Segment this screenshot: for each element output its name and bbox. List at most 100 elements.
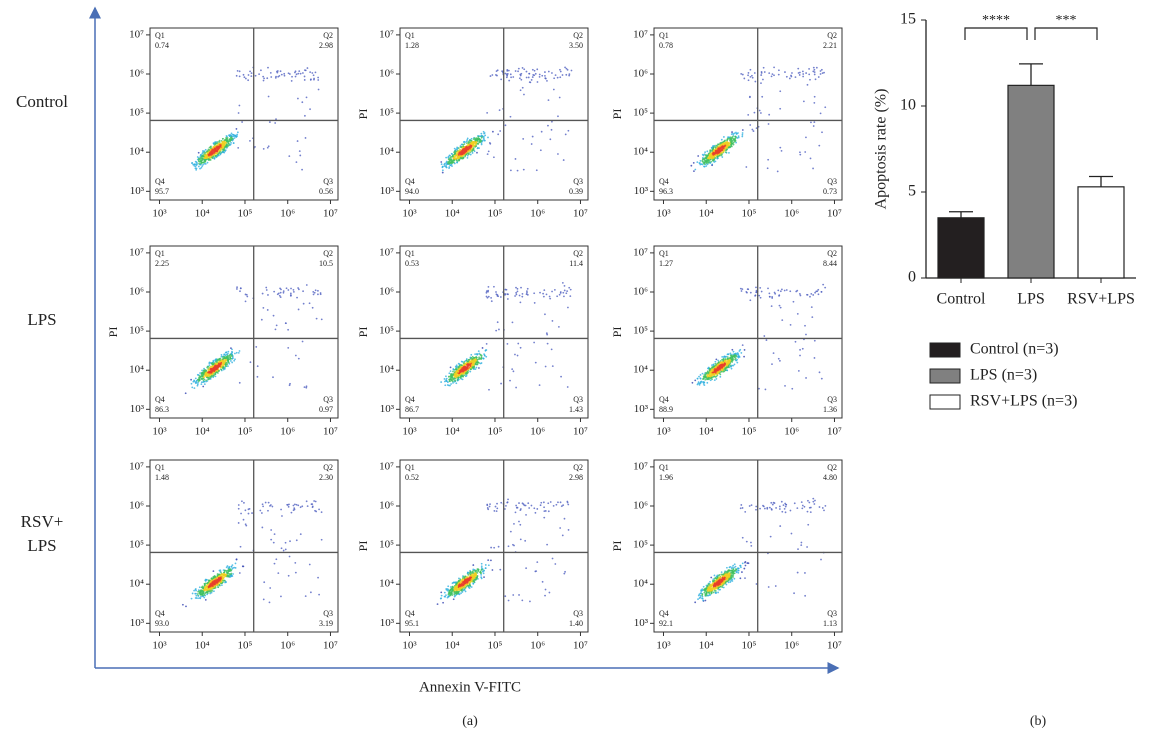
event-dot <box>722 136 725 138</box>
x-tick-label: 10⁵ <box>742 426 757 438</box>
event-dot <box>456 161 458 164</box>
event-dot <box>208 156 211 159</box>
event-dot <box>739 287 742 290</box>
event-dot <box>207 581 209 584</box>
event-dot <box>203 367 205 370</box>
event-dot <box>533 69 536 72</box>
event-dot <box>495 293 498 296</box>
event-dot <box>477 142 479 145</box>
quadrant-name: Q3 <box>323 395 333 404</box>
event-dot <box>221 358 224 361</box>
event-dot <box>196 384 199 387</box>
event-dot <box>817 288 820 291</box>
event-dot <box>734 138 736 141</box>
x-tick-label: 10⁷ <box>323 426 338 438</box>
event-dot <box>485 295 488 298</box>
event-dot <box>224 573 226 576</box>
event-dot <box>244 523 247 526</box>
event-dot <box>191 592 194 595</box>
quadrant-name: Q4 <box>405 395 415 404</box>
event-dot <box>223 362 225 365</box>
event-dot <box>504 508 506 510</box>
event-dot <box>534 361 537 364</box>
event-dot <box>445 594 447 597</box>
event-dot <box>798 74 801 76</box>
event-dot <box>208 364 211 367</box>
event-dot <box>226 135 228 138</box>
event-dot <box>818 144 821 147</box>
event-dot <box>698 375 700 378</box>
event-dot <box>231 567 234 570</box>
event-dot <box>231 350 233 353</box>
event-dot <box>217 141 220 143</box>
event-dot <box>449 154 451 157</box>
event-dot <box>212 577 215 580</box>
event-dot <box>465 370 467 373</box>
event-dot <box>204 148 207 151</box>
event-dot <box>704 160 707 162</box>
x-tick-label: 10³ <box>656 426 671 438</box>
event-dot <box>304 137 307 139</box>
event-dot <box>542 501 545 504</box>
event-dot <box>280 508 282 511</box>
event-dot <box>204 374 207 377</box>
event-dot <box>525 70 528 73</box>
y-tick-label: 10⁷ <box>379 246 394 258</box>
event-dot <box>733 132 736 135</box>
event-dot <box>459 366 462 368</box>
quadrant-value: 96.3 <box>659 187 673 196</box>
x-tick-label: 10³ <box>402 426 417 438</box>
event-dot <box>517 342 520 345</box>
event-dot <box>707 161 710 164</box>
event-dot <box>809 78 811 81</box>
event-dot <box>218 149 221 152</box>
event-dot <box>211 373 213 375</box>
event-dot <box>799 348 801 351</box>
event-dot <box>544 77 547 80</box>
event-dot <box>463 374 466 377</box>
event-dot <box>484 349 487 352</box>
event-dot <box>309 591 312 594</box>
quadrant-value: 8.44 <box>823 259 837 268</box>
event-dot <box>219 577 222 580</box>
event-dot <box>214 142 217 145</box>
event-dot <box>707 156 710 159</box>
event-dot <box>505 73 508 76</box>
event-dot <box>818 371 821 374</box>
event-dot <box>736 137 739 139</box>
event-dot <box>504 72 507 75</box>
y-tick-label: 10⁵ <box>129 539 144 551</box>
plot-frame <box>149 245 339 419</box>
event-dot <box>234 562 237 565</box>
event-dot <box>754 294 757 297</box>
event-dot <box>552 88 555 91</box>
event-dot <box>461 149 464 151</box>
event-dot <box>212 570 215 573</box>
event-dot <box>287 289 290 291</box>
event-dot <box>287 328 290 331</box>
event-dot <box>449 370 452 373</box>
event-dot <box>723 370 726 373</box>
event-dot <box>481 347 484 349</box>
event-dot <box>449 164 452 167</box>
event-dot <box>716 157 719 160</box>
event-dot <box>714 360 717 363</box>
event-dot <box>538 75 541 78</box>
event-dot <box>312 290 315 293</box>
event-dot <box>696 161 699 164</box>
event-dot <box>267 95 270 98</box>
event-dot <box>311 72 314 74</box>
event-dot <box>203 383 206 386</box>
event-dot <box>471 149 474 151</box>
event-dot <box>275 118 277 120</box>
event-dot <box>469 151 471 154</box>
event-dot <box>824 106 827 109</box>
event-dot <box>697 155 700 157</box>
event-dot <box>813 71 816 74</box>
event-dot <box>780 288 783 291</box>
event-dot <box>290 287 292 290</box>
event-dot <box>195 168 198 171</box>
event-dot <box>453 162 456 165</box>
event-dot <box>202 385 205 388</box>
